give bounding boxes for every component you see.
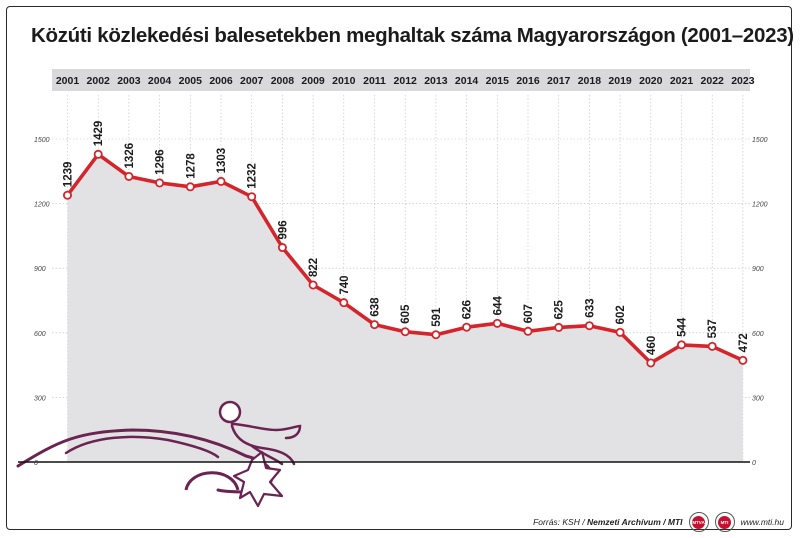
data-label: 537 bbox=[707, 319, 719, 338]
source-archive: Nemzeti Archívum / MTI bbox=[586, 517, 683, 527]
data-point bbox=[185, 182, 195, 192]
y-tick-label-left: 1200 bbox=[34, 202, 50, 209]
x-tick-label: 2013 bbox=[424, 75, 448, 87]
data-point bbox=[462, 322, 472, 332]
data-point bbox=[155, 178, 165, 188]
data-label: 633 bbox=[584, 299, 596, 318]
data-label: 1232 bbox=[247, 163, 259, 189]
data-label: 544 bbox=[677, 317, 689, 337]
x-tick-label: 2011 bbox=[363, 75, 386, 87]
data-point bbox=[277, 243, 287, 253]
x-tick-label: 2001 bbox=[56, 75, 80, 87]
data-point bbox=[124, 171, 134, 181]
source-prefix: Forrás: KSH / bbox=[533, 517, 587, 527]
data-point bbox=[707, 341, 717, 351]
data-label: 1303 bbox=[216, 148, 228, 174]
y-tick-label-right: 900 bbox=[752, 266, 764, 273]
data-point bbox=[431, 330, 441, 340]
data-point bbox=[63, 190, 73, 200]
data-point bbox=[492, 318, 502, 328]
data-point bbox=[677, 340, 687, 350]
data-point bbox=[738, 355, 748, 365]
x-tick-label: 2006 bbox=[209, 75, 233, 87]
data-point bbox=[615, 327, 625, 337]
x-tick-label: 2010 bbox=[332, 75, 356, 87]
y-tick-label-left: 0 bbox=[34, 460, 38, 467]
data-label: 1239 bbox=[63, 162, 75, 188]
y-tick-label-right: 1500 bbox=[752, 137, 768, 144]
x-tick-label: 2004 bbox=[148, 75, 172, 87]
y-tick-label-right: 300 bbox=[752, 395, 764, 402]
x-tick-label: 2002 bbox=[87, 75, 111, 87]
data-point bbox=[646, 358, 656, 368]
data-label: 1278 bbox=[185, 153, 197, 179]
data-point bbox=[584, 321, 594, 331]
data-point bbox=[247, 192, 257, 202]
data-label: 638 bbox=[370, 297, 382, 317]
website-url[interactable]: www.mti.hu bbox=[740, 517, 784, 527]
x-tick-label: 2012 bbox=[394, 75, 418, 87]
data-label: 644 bbox=[492, 296, 504, 316]
y-tick-label-right: 0 bbox=[752, 460, 756, 467]
y-tick-label-left: 300 bbox=[34, 395, 46, 402]
x-tick-label: 2022 bbox=[701, 75, 725, 87]
mtva-logo-icon: MTVA bbox=[688, 512, 709, 532]
data-label: 460 bbox=[646, 336, 658, 355]
data-label: 740 bbox=[339, 275, 351, 294]
x-tick-label: 2016 bbox=[516, 75, 540, 87]
year-axis-band bbox=[52, 69, 750, 91]
data-label: 626 bbox=[462, 300, 474, 319]
data-point bbox=[216, 176, 226, 186]
x-tick-label: 2015 bbox=[486, 75, 510, 87]
data-point bbox=[93, 149, 103, 159]
data-label: 602 bbox=[615, 305, 627, 324]
chart-title: Közúti közlekedési balesetekben meghalta… bbox=[31, 24, 794, 47]
x-tick-label: 2009 bbox=[301, 75, 325, 87]
data-label: 607 bbox=[523, 304, 535, 323]
data-label: 625 bbox=[554, 300, 566, 320]
data-label: 1326 bbox=[124, 143, 136, 169]
data-point bbox=[339, 298, 349, 308]
x-tick-label: 2023 bbox=[731, 75, 755, 87]
x-tick-label: 2007 bbox=[240, 75, 264, 87]
data-label: 822 bbox=[308, 258, 320, 277]
x-tick-label: 2017 bbox=[547, 75, 571, 87]
data-label: 472 bbox=[738, 333, 750, 352]
x-tick-label: 2018 bbox=[578, 75, 602, 87]
data-point bbox=[400, 327, 410, 337]
source-text: Forrás: KSH / Nemzeti Archívum / MTI bbox=[533, 517, 682, 527]
x-tick-label: 2019 bbox=[608, 75, 632, 87]
data-label: 1429 bbox=[93, 121, 105, 147]
mti-logo-icon: MTI bbox=[714, 512, 735, 532]
x-tick-label: 2003 bbox=[117, 75, 141, 87]
data-point bbox=[523, 326, 533, 336]
x-tick-label: 2014 bbox=[455, 75, 479, 87]
footer: Forrás: KSH / Nemzeti Archívum / MTI MTV… bbox=[533, 512, 784, 532]
area-fill bbox=[67, 154, 743, 463]
data-label: 1296 bbox=[155, 149, 167, 175]
x-tick-label: 2005 bbox=[179, 75, 203, 87]
x-tick-label: 2008 bbox=[271, 75, 295, 87]
y-tick-label-right: 600 bbox=[752, 331, 764, 338]
x-tick-label: 2021 bbox=[670, 75, 694, 87]
y-tick-label-left: 600 bbox=[34, 331, 46, 338]
y-tick-label-left: 900 bbox=[34, 266, 46, 273]
car-pedestrian-accident-icon bbox=[16, 400, 302, 508]
mti-logo-text: MTI bbox=[718, 515, 732, 529]
x-tick-label: 2020 bbox=[639, 75, 663, 87]
y-tick-label-left: 1500 bbox=[34, 137, 50, 144]
data-label: 591 bbox=[431, 307, 443, 327]
data-point bbox=[369, 320, 379, 330]
mtva-logo-text: MTVA bbox=[692, 515, 706, 529]
data-label: 605 bbox=[400, 304, 412, 324]
data-point bbox=[308, 280, 318, 290]
data-point bbox=[554, 322, 564, 332]
y-tick-label-right: 1200 bbox=[752, 202, 768, 209]
data-label: 996 bbox=[277, 220, 289, 239]
